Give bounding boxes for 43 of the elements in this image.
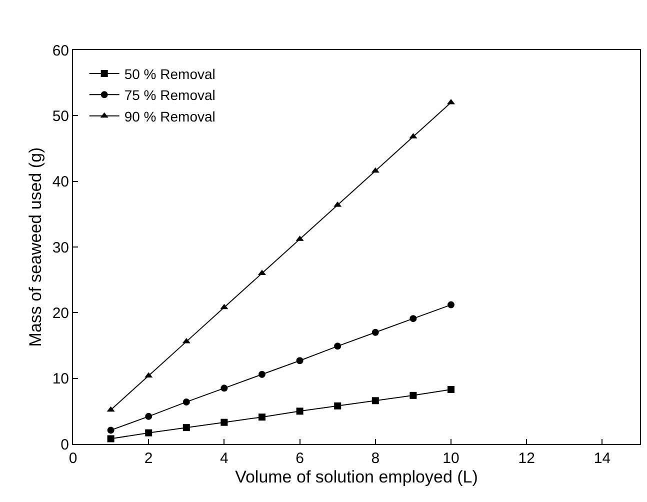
point	[145, 429, 152, 436]
point	[372, 397, 379, 404]
x-axis-title: Volume of solution employed (L)	[235, 467, 478, 486]
y-tick-label: 60	[52, 42, 69, 60]
x-tick-label: 2	[144, 450, 153, 467]
point	[106, 406, 115, 412]
y-tick-label: 50	[52, 108, 69, 125]
point	[220, 304, 228, 310]
x-tick-label: 6	[296, 450, 304, 467]
y-tick-label: 20	[52, 304, 69, 322]
point	[258, 370, 266, 378]
point	[410, 392, 417, 399]
y-tick-label: 40	[52, 174, 69, 191]
point	[334, 402, 342, 410]
x-tick-label: 4	[220, 450, 228, 467]
x-tick-label: 14	[594, 450, 611, 467]
point	[448, 301, 454, 308]
point	[182, 398, 190, 406]
point	[296, 408, 304, 415]
point	[107, 435, 114, 442]
legend-label: 90 % Removal	[124, 108, 216, 124]
point	[145, 412, 152, 420]
point	[372, 328, 379, 336]
point	[334, 342, 342, 350]
legend-label: 50 % Removal	[124, 66, 216, 82]
point	[258, 414, 266, 421]
point	[334, 201, 342, 207]
point	[107, 426, 114, 434]
point	[296, 357, 304, 364]
x-tick-label: 10	[442, 450, 460, 467]
point	[182, 424, 190, 432]
point	[220, 384, 228, 392]
point	[220, 418, 228, 426]
point	[410, 315, 417, 322]
x-tick-label: 12	[518, 450, 535, 467]
y-tick-label: 30	[52, 239, 69, 256]
point	[448, 386, 454, 393]
legend-label: 75 % Removal	[124, 87, 216, 104]
y-tick-label: 0	[60, 436, 69, 454]
x-tick-label: 8	[371, 450, 380, 467]
y-axis-title: Mass of seaweed used (g)	[26, 147, 45, 347]
point	[371, 167, 380, 173]
y-tick-label: 10	[52, 370, 69, 388]
